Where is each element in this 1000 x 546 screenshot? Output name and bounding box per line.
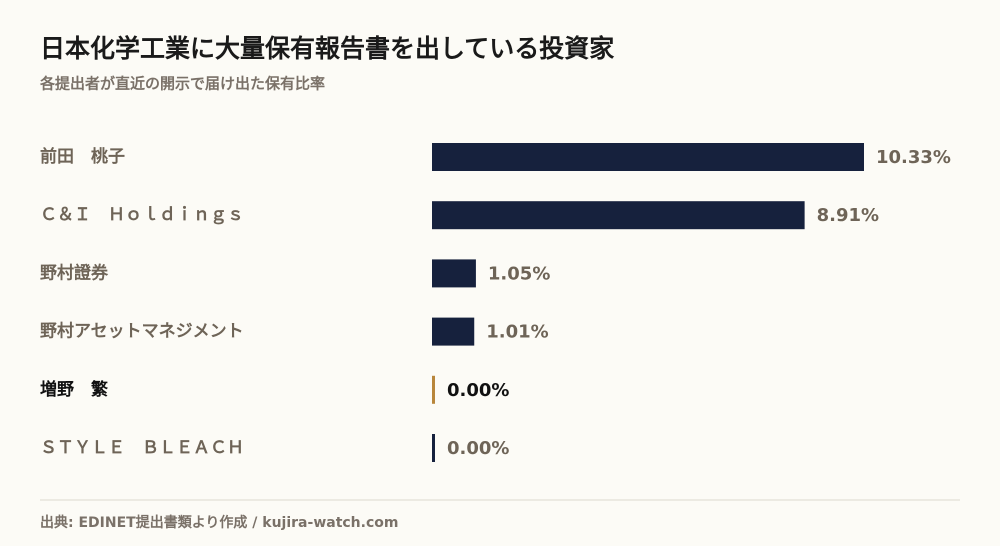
chart-title: 日本化学工業に大量保有報告書を出している投資家 — [40, 34, 614, 63]
value-label: 1.05% — [488, 263, 550, 284]
bar — [432, 434, 435, 462]
category-label: ＳＴＹＬＥ ＢＬＥＡＣＨ — [40, 438, 244, 458]
category-label: Ｃ＆Ｉ Ｈｏｌｄｉｎｇｓ — [40, 205, 244, 225]
value-label: 10.33% — [876, 147, 951, 168]
source: 出典: EDINET提出書類より作成 / kujira-watch.com — [40, 514, 398, 531]
bar — [432, 375, 435, 404]
bar — [432, 317, 475, 346]
bar — [432, 259, 476, 288]
value-label: 1.01% — [486, 322, 548, 343]
category-label: 前田 桃子 — [40, 146, 125, 167]
category-label: 増野 繁 — [40, 379, 109, 400]
bar — [432, 201, 805, 230]
value-label: 8.91% — [817, 205, 879, 226]
category-label: 野村アセットマネジメント — [40, 321, 244, 342]
category-label: 野村證券 — [40, 262, 109, 283]
value-label: 0.00% — [447, 380, 509, 401]
value-label: 0.00% — [447, 438, 509, 459]
bar — [432, 143, 864, 171]
chart-subtitle: 各提出者が直近の開示で届け出た保有比率 — [39, 75, 325, 93]
